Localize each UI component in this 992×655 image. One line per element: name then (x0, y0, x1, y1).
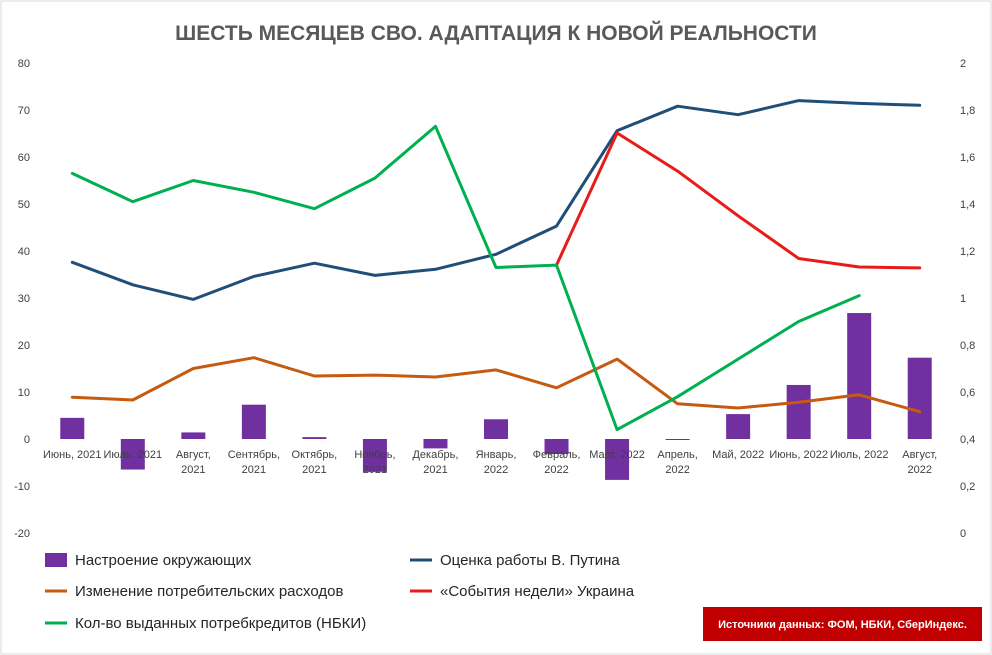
series-line (70, 124, 861, 432)
bar (544, 439, 569, 455)
x-tick-label: Февраль, 2022 (533, 449, 581, 476)
bar (786, 384, 811, 439)
right-tick-label: 1,8 (960, 105, 975, 117)
series-line (555, 131, 922, 270)
x-tick-label: Декабрь, 2021 (412, 449, 458, 476)
bar (362, 439, 387, 472)
right-tick-label: 0 (960, 528, 966, 540)
bar (847, 313, 872, 439)
bar (60, 417, 85, 439)
left-tick-label: 50 (18, 199, 30, 211)
right-tick-label: 0,6 (960, 387, 975, 399)
x-tick-label: Март, 2022 (589, 449, 645, 461)
source-note-text: Источники данных: ФОМ, НБКИ, СберИндекс. (718, 619, 967, 631)
bar (120, 439, 145, 470)
left-tick-label: -20 (14, 528, 30, 540)
x-tick-label: Июль, 2022 (830, 449, 889, 461)
left-tick-label: 30 (18, 293, 30, 305)
left-tick-label: -10 (14, 481, 30, 493)
left-tick-label: 70 (18, 105, 30, 117)
x-axis: Июнь, 2021 Июль, 2021 Август, 2021 Сентябрь,… (43, 449, 937, 476)
right-tick-label: 1 (960, 293, 966, 305)
bar (665, 439, 690, 440)
x-tick-label: Октябрь, 2021 (292, 449, 338, 476)
x-tick-label: Август, 2021 (176, 449, 211, 476)
legend-label: «События недели» Украина (440, 583, 635, 600)
line-series (70, 99, 922, 432)
left-tick-label: 40 (18, 246, 30, 258)
legend-label: Оценка работы В. Путина (440, 552, 620, 569)
series-line (70, 356, 922, 414)
left-tick-label: 80 (18, 58, 30, 70)
right-axis: 0 0,2 0,4 0,6 0,8 1 1,2 1,4 1,6 1,8 2 (960, 58, 975, 540)
right-tick-label: 0,8 (960, 340, 975, 352)
legend-swatch (45, 553, 67, 567)
right-tick-label: 2 (960, 58, 966, 70)
left-axis: -20 -10 0 10 20 30 40 50 60 70 80 (14, 58, 30, 540)
x-tick-label: Июнь, 2021 (43, 449, 102, 461)
chart-title: ШЕСТЬ МЕСЯЦЕВ СВО. АДАПТАЦИЯ К НОВОЙ РЕА… (175, 21, 817, 45)
source-note-box (703, 607, 982, 641)
x-tick-label: Июнь, 2022 (769, 449, 828, 461)
bar (726, 414, 751, 439)
legend-label: Кол-во выданных потребкредитов (НБКИ) (75, 615, 366, 632)
right-tick-label: 0,4 (960, 434, 975, 446)
bar (302, 437, 327, 439)
right-tick-label: 1,4 (960, 199, 975, 211)
bar (181, 432, 206, 439)
x-tick-label: Апрель, 2022 (657, 449, 697, 476)
bar (484, 419, 508, 439)
left-tick-label: 0 (24, 434, 30, 446)
legend-label: Настроение окружающих (75, 552, 252, 569)
source-note: Источники данных: ФОМ, НБКИ, СберИндекс. (703, 607, 982, 641)
bar-series (60, 313, 932, 480)
series-line (70, 99, 922, 301)
left-tick-label: 60 (18, 152, 30, 164)
bar (907, 357, 932, 439)
x-tick-label: Сентябрь, 2021 (228, 449, 280, 476)
bar (423, 439, 448, 449)
x-tick-label: Май, 2022 (712, 449, 764, 461)
right-tick-label: 0,2 (960, 481, 975, 493)
x-tick-label: Ноябрь, 2021 (354, 449, 395, 476)
left-tick-label: 20 (18, 340, 30, 352)
bar (605, 439, 630, 480)
x-tick-label: Июль, 2021 (103, 449, 162, 461)
bar (241, 404, 266, 439)
legend: Настроение окружающих Оценка работы В. Пу… (45, 552, 635, 632)
x-tick-label: Январь, 2022 (476, 449, 517, 476)
x-tick-label: Август, 2022 (902, 449, 937, 476)
legend-label: Изменение потребительских расходов (75, 583, 343, 600)
right-tick-label: 1,6 (960, 152, 975, 164)
left-tick-label: 10 (18, 387, 30, 399)
right-tick-label: 1,2 (960, 246, 975, 258)
